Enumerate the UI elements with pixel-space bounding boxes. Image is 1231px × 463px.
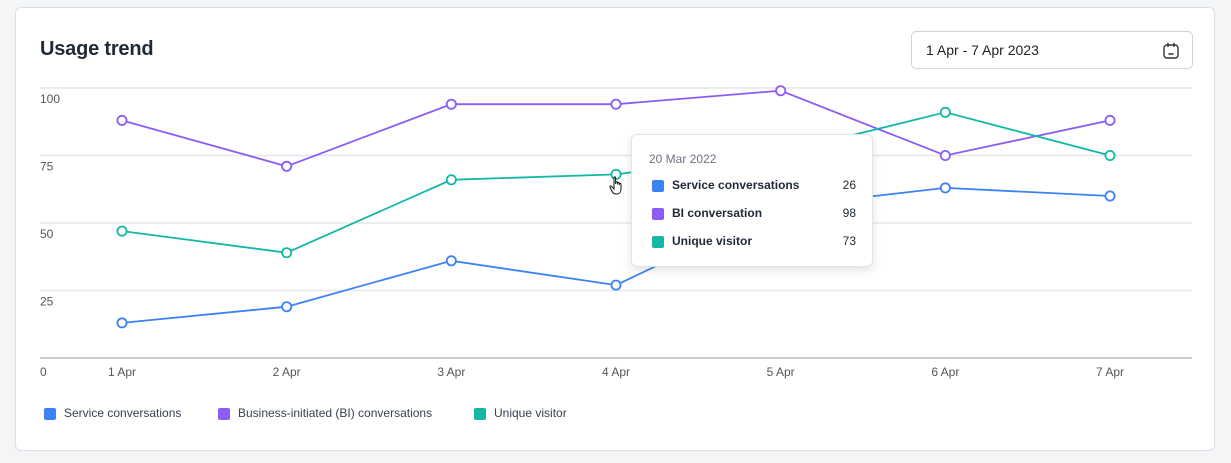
tooltip-swatch <box>652 208 664 220</box>
y-tick-label: 25 <box>40 295 54 309</box>
legend-swatch <box>474 408 486 420</box>
tooltip-swatch <box>652 236 664 248</box>
y-tick-label: 100 <box>40 92 60 106</box>
chart-tooltip: 20 Mar 2022 Service conversations 26 BI … <box>631 134 873 267</box>
calendar-icon[interactable] <box>1161 41 1181 61</box>
x-tick-label: 7 Apr <box>1096 365 1124 379</box>
tooltip-row: Service conversations 26 <box>652 178 858 194</box>
x-tick-label: 1 Apr <box>108 365 136 379</box>
tooltip-label: Service conversations <box>672 178 800 192</box>
data-point[interactable] <box>281 247 293 259</box>
legend-label: Unique visitor <box>494 406 567 420</box>
data-point[interactable] <box>775 85 787 97</box>
x-tick-label: 3 Apr <box>437 365 465 379</box>
tooltip-swatch <box>652 180 664 192</box>
legend-label: Service conversations <box>64 406 182 420</box>
data-point[interactable] <box>1104 114 1116 126</box>
tooltip-value: 73 <box>842 234 856 248</box>
legend-label: Business-initiated (BI) conversations <box>238 406 433 420</box>
data-point[interactable] <box>116 225 128 237</box>
tooltip-row: BI conversation 98 <box>652 206 858 222</box>
x-tick-label: 6 Apr <box>931 365 959 379</box>
data-point[interactable] <box>281 301 293 313</box>
x-tick-label: 5 Apr <box>767 365 795 379</box>
chart-title: Usage trend <box>40 38 154 60</box>
x-tick-label: 2 Apr <box>273 365 301 379</box>
data-point[interactable] <box>610 98 622 110</box>
data-point[interactable] <box>610 279 622 291</box>
tooltip-row: Unique visitor 73 <box>652 234 858 250</box>
date-range-picker[interactable]: 1 Apr - 7 Apr 2023 <box>911 31 1193 69</box>
data-point[interactable] <box>1104 149 1116 161</box>
data-point[interactable] <box>116 114 128 126</box>
data-point[interactable] <box>445 174 457 186</box>
usage-trend-card <box>15 7 1215 451</box>
data-point[interactable] <box>445 98 457 110</box>
tooltip-date: 20 Mar 2022 <box>649 152 717 166</box>
hand-pointer-icon <box>609 176 625 196</box>
data-point[interactable] <box>1104 190 1116 202</box>
series-line <box>121 186 1111 324</box>
data-point[interactable] <box>939 106 951 118</box>
tooltip-value: 26 <box>842 178 856 192</box>
date-range-value: 1 Apr - 7 Apr 2023 <box>926 42 1039 58</box>
x-tick-label: 4 Apr <box>602 365 630 379</box>
data-point[interactable] <box>939 182 951 194</box>
tooltip-value: 98 <box>842 206 856 220</box>
y-tick-label: 50 <box>40 227 54 241</box>
y-tick-label: 75 <box>40 160 54 174</box>
legend-swatch <box>44 408 56 420</box>
y-tick-label: 0 <box>40 365 47 379</box>
tooltip-label: BI conversation <box>672 206 763 220</box>
data-point[interactable] <box>116 317 128 329</box>
legend-swatch <box>218 408 230 420</box>
tooltip-label: Unique visitor <box>672 234 753 248</box>
data-point[interactable] <box>939 149 951 161</box>
data-point[interactable] <box>281 160 293 172</box>
data-point[interactable] <box>445 255 457 267</box>
